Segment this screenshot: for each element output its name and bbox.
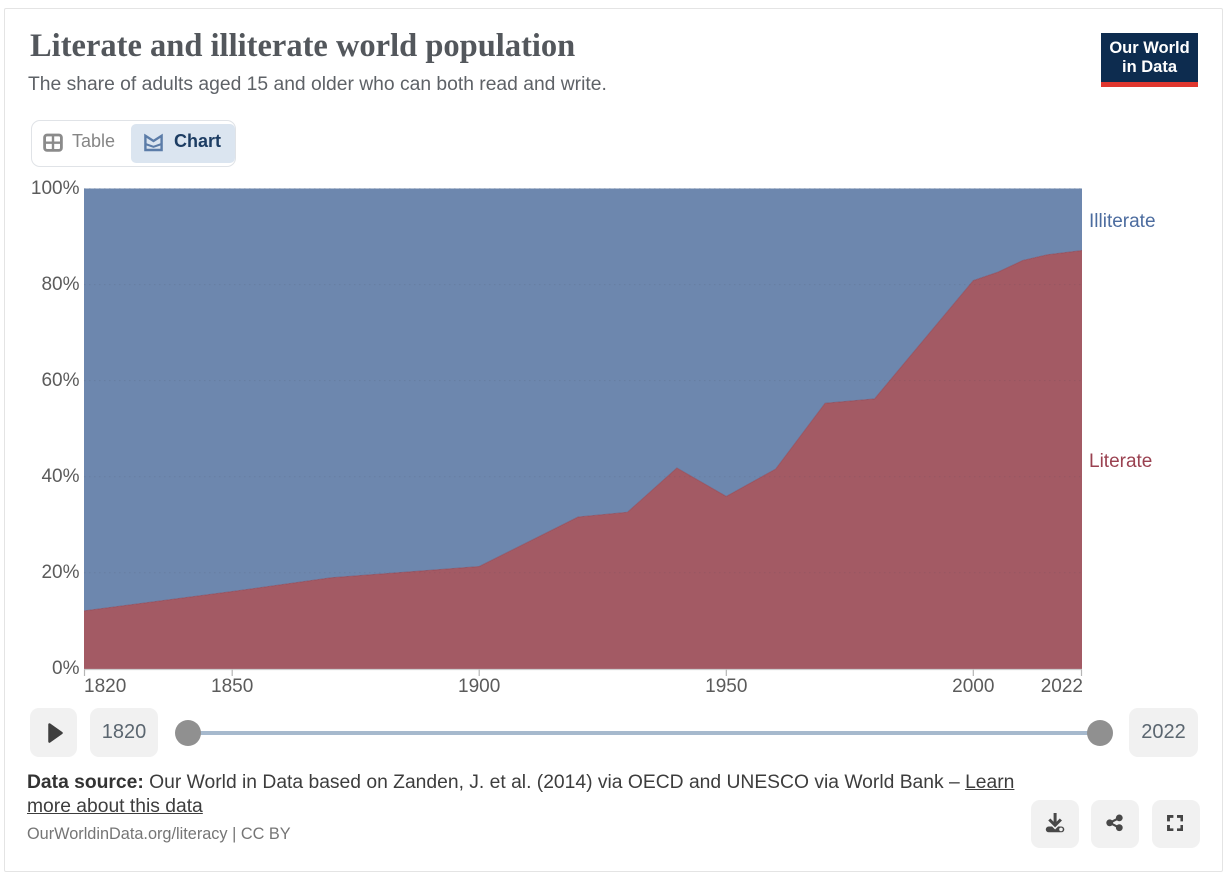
svg-text:1950: 1950 xyxy=(705,676,747,697)
svg-text:1850: 1850 xyxy=(211,676,253,697)
svg-text:1900: 1900 xyxy=(458,676,500,697)
svg-text:40%: 40% xyxy=(41,466,79,487)
svg-text:20%: 20% xyxy=(41,562,79,583)
svg-text:1820: 1820 xyxy=(84,676,126,697)
svg-text:2000: 2000 xyxy=(952,676,994,697)
svg-text:80%: 80% xyxy=(41,274,79,295)
svg-text:100%: 100% xyxy=(31,178,80,199)
svg-text:Illiterate: Illiterate xyxy=(1089,211,1156,232)
svg-text:Literate: Literate xyxy=(1089,451,1152,472)
svg-text:0%: 0% xyxy=(52,658,80,679)
svg-text:2022: 2022 xyxy=(1041,676,1083,697)
svg-text:60%: 60% xyxy=(41,370,79,391)
